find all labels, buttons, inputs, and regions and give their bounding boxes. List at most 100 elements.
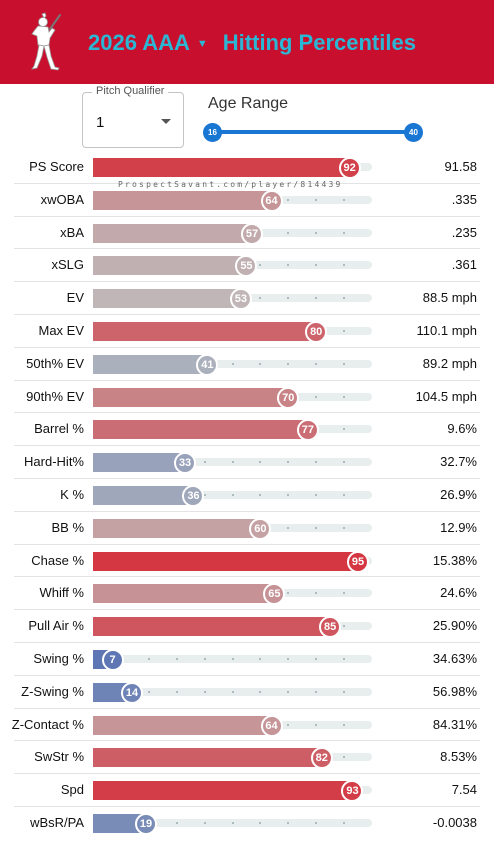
- track-tick: [343, 821, 346, 824]
- header-bar: 2026 AAA ▼ Hitting Percentiles: [0, 0, 494, 84]
- track-tick: [343, 297, 346, 300]
- metric-row-chase-pct: Chase % 95 15.38%: [0, 545, 494, 578]
- track-tick: [343, 657, 346, 660]
- metric-label: K %: [60, 486, 84, 502]
- track-tick: [343, 690, 346, 693]
- row-divider: [14, 346, 480, 348]
- percentile-bar: [93, 453, 186, 473]
- track-tick: [343, 395, 346, 398]
- track-tick: [259, 362, 262, 365]
- percentile-bar: [93, 387, 289, 407]
- metric-value: 9.6%: [447, 421, 477, 437]
- track-tick: [343, 198, 346, 201]
- row-divider: [14, 609, 480, 611]
- chevron-down-icon[interactable]: ▼: [196, 38, 208, 50]
- percentile-marker: 80: [305, 320, 328, 343]
- metric-value: 88.5 mph: [422, 290, 477, 306]
- metric-value: 12.9%: [440, 519, 477, 535]
- metric-row-z-contact-pct: Z-Contact % 64 84.31%: [0, 709, 494, 742]
- metric-label: xwOBA: [40, 191, 84, 207]
- percentile-bar: [93, 781, 353, 801]
- percentile-track: [93, 687, 372, 696]
- metric-row-wbsr-pa: wBsR/PA 19 -0.0038: [0, 807, 494, 840]
- track-tick: [259, 493, 262, 496]
- metric-value: -0.0038: [432, 814, 477, 830]
- track-tick: [231, 461, 234, 464]
- percentile-marker: 60: [249, 517, 272, 540]
- percentile-marker: 53: [229, 288, 252, 311]
- season-level-dropdown[interactable]: 2026 AAA: [88, 30, 190, 55]
- percentile-marker: 64: [260, 714, 283, 737]
- percentile-bar: [93, 485, 194, 505]
- percentile-marker: 82: [310, 747, 333, 770]
- percentile-marker: 57: [241, 222, 264, 245]
- percentile-bar: [93, 289, 241, 309]
- percentile-bar: [93, 158, 350, 177]
- age-range-min-handle[interactable]: 16: [203, 123, 222, 142]
- percentile-bar: [93, 354, 208, 374]
- track-tick: [231, 690, 234, 693]
- header-title: 2026 AAA ▼ Hitting Percentiles: [88, 28, 416, 58]
- row-divider: [14, 445, 480, 447]
- metric-label: Hard-Hit%: [24, 454, 84, 470]
- percentile-marker: 19: [135, 812, 157, 835]
- track-tick: [315, 526, 318, 529]
- metric-value: .335: [451, 191, 477, 207]
- age-range-max-handle[interactable]: 40: [404, 123, 423, 142]
- track-tick: [315, 264, 318, 267]
- metric-row-z-swing-pct: Z-Swing % 14 56.98%: [0, 676, 494, 709]
- percentile-marker: 77: [296, 419, 319, 442]
- metric-row-xba: xBA 57 .235: [0, 217, 494, 250]
- percentile-marker: 92: [338, 157, 361, 179]
- metric-row-bb-pct: BB % 60 12.9%: [0, 512, 494, 545]
- metric-value: 110.1 mph: [416, 322, 477, 338]
- track-tick: [315, 592, 318, 595]
- metric-value: 24.6%: [440, 585, 477, 601]
- track-tick: [287, 821, 290, 824]
- track-tick: [287, 198, 290, 201]
- metric-value: 8.53%: [440, 749, 477, 765]
- age-range-slider-track[interactable]: [212, 130, 414, 134]
- percentile-marker: 14: [121, 681, 144, 704]
- row-divider: [14, 379, 480, 381]
- track-tick: [203, 657, 206, 660]
- track-tick: [231, 362, 234, 365]
- metric-row-hard-hitpct: Hard-Hit% 33 32.7%: [0, 446, 494, 479]
- metric-value: 25.90%: [432, 618, 477, 634]
- row-divider: [14, 740, 480, 742]
- metric-row-max-ev: Max EV 80 110.1 mph: [0, 315, 494, 348]
- track-tick: [315, 461, 318, 464]
- pitch-qualifier-select[interactable]: Pitch Qualifier 1: [82, 85, 184, 148]
- track-tick: [259, 657, 262, 660]
- row-divider: [14, 215, 480, 217]
- metric-label: xSLG: [51, 257, 84, 273]
- metric-label: 50th% EV: [26, 355, 84, 371]
- percentile-marker: 70: [277, 386, 300, 409]
- row-divider: [14, 182, 480, 184]
- track-tick: [203, 690, 206, 693]
- metric-label: Pull Air %: [28, 618, 84, 634]
- track-tick: [259, 690, 262, 693]
- track-tick: [287, 493, 290, 496]
- track-tick: [259, 821, 262, 824]
- row-divider: [14, 281, 480, 283]
- metric-label: 90th% EV: [26, 388, 84, 404]
- metric-row-50thpct-ev: 50th% EV 41 89.2 mph: [0, 348, 494, 381]
- track-tick: [287, 231, 290, 234]
- row-divider: [14, 576, 480, 578]
- pitch-qualifier-value: 1: [96, 114, 105, 131]
- percentile-bar: [93, 584, 275, 604]
- metric-row-ev: EV 53 88.5 mph: [0, 282, 494, 315]
- track-tick: [343, 723, 346, 726]
- metric-value: 34.63%: [432, 650, 477, 666]
- metric-label: EV: [66, 290, 84, 306]
- track-tick: [343, 756, 346, 759]
- percentile-bar: [93, 715, 272, 735]
- chevron-down-icon[interactable]: [161, 119, 171, 124]
- metric-label: Swing %: [33, 650, 84, 666]
- metric-row-90thpct-ev: 90th% EV 70 104.5 mph: [0, 381, 494, 414]
- track-tick: [343, 592, 346, 595]
- track-tick: [147, 657, 150, 660]
- percentile-marker: 64: [260, 189, 283, 212]
- percentile-marker: 55: [235, 255, 258, 278]
